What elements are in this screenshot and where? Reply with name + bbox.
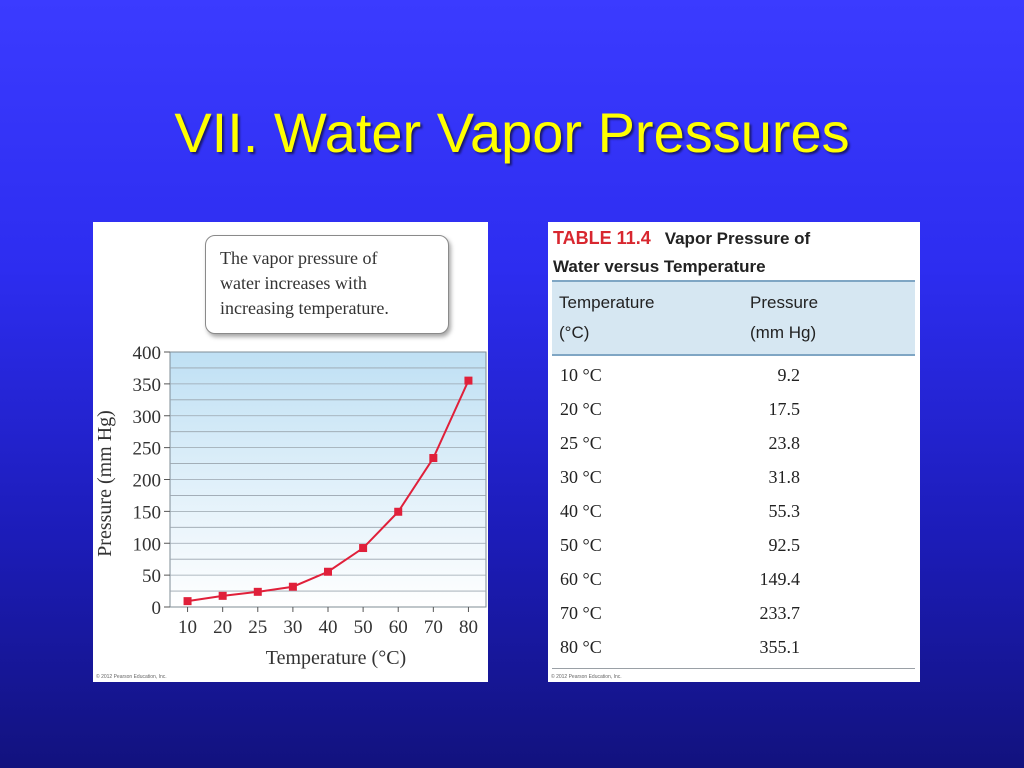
cell-temperature: 20 °C xyxy=(560,399,602,419)
table-row: 20 °C 17.5 xyxy=(552,395,915,429)
table-caption-line2: Water versus Temperature xyxy=(553,257,766,276)
cell-pressure: 23.8 xyxy=(768,433,801,453)
x-tick-label: 40 xyxy=(319,617,338,638)
data-point xyxy=(464,376,473,385)
cell-temperature: 40 °C xyxy=(560,501,602,521)
y-tick-label: 200 xyxy=(133,471,162,492)
cell-temperature: 30 °C xyxy=(560,467,602,487)
column-header-temperature: Temperature (°C) xyxy=(559,293,655,342)
table-bottom-rule xyxy=(552,668,915,669)
slide-title: VII. Water Vapor Pressures xyxy=(174,101,850,164)
data-point xyxy=(218,591,227,600)
callout-line: increasing temperature. xyxy=(220,298,389,318)
cell-pressure: 9.2 xyxy=(777,365,801,385)
chart-panel: The vapor pressure of water increases wi… xyxy=(93,222,488,682)
table-row: 80 °C 355.1 xyxy=(552,633,915,667)
cell-pressure: 31.8 xyxy=(768,467,801,487)
table-caption: TABLE 11.4 Vapor Pressure of Water versus… xyxy=(553,224,810,281)
y-tick-label: 50 xyxy=(142,566,161,587)
x-tick-label: 70 xyxy=(424,617,443,638)
copyright-text: © 2012 Pearson Education, Inc. xyxy=(551,674,622,680)
table-row: 30 °C 31.8 xyxy=(552,463,915,497)
table-label: TABLE 11.4 xyxy=(553,228,651,248)
cell-pressure: 17.5 xyxy=(768,399,801,419)
column-header-pressure: Pressure (mm Hg) xyxy=(750,293,819,342)
cell-pressure: 149.4 xyxy=(759,569,801,589)
x-tick-label: 60 xyxy=(389,617,408,638)
table-row: 10 °C 9.2 xyxy=(552,361,915,395)
table-row: 50 °C 92.5 xyxy=(552,531,915,565)
data-point xyxy=(429,454,438,463)
y-tick-label: 250 xyxy=(133,439,162,460)
callout-line: water increases with xyxy=(220,273,367,293)
x-tick-label: 30 xyxy=(283,617,302,638)
table-row: 40 °C 55.3 xyxy=(552,497,915,531)
y-tick-label: 400 xyxy=(133,343,162,364)
table-row: 25 °C 23.8 xyxy=(552,429,915,463)
table-header: Temperature (°C) Pressure (mm Hg) xyxy=(552,280,915,356)
x-axis-label: Temperature (°C) xyxy=(266,647,406,669)
cell-temperature: 60 °C xyxy=(560,569,602,589)
y-tick-label: 100 xyxy=(133,534,162,555)
data-point xyxy=(288,582,297,591)
cell-temperature: 50 °C xyxy=(560,535,602,555)
vapor-pressure-chart: 0 50 100 150 200 250 300 350 400 10 20 25 30 40 50 60 70… xyxy=(94,343,487,669)
x-tick-label: 25 xyxy=(248,617,267,638)
y-tick-label: 350 xyxy=(133,375,162,396)
x-tick-label: 50 xyxy=(354,617,373,638)
y-axis-label: Pressure (mm Hg) xyxy=(94,410,116,557)
data-point xyxy=(253,587,262,596)
data-point xyxy=(394,507,403,516)
cell-temperature: 10 °C xyxy=(560,365,602,385)
table-body: 10 °C 9.2 20 °C 17.5 25 °C 23.8 30 °C 31.8 4… xyxy=(552,361,915,667)
table-panel: TABLE 11.4 Vapor Pressure of Water versus… xyxy=(548,222,920,682)
chart-callout: The vapor pressure of water increases wi… xyxy=(205,235,449,334)
data-point xyxy=(324,567,332,576)
cell-pressure: 92.5 xyxy=(768,535,801,555)
x-tick-label: 10 xyxy=(178,617,197,638)
y-tick-label: 0 xyxy=(152,598,162,619)
cell-pressure: 233.7 xyxy=(759,603,801,623)
table-row: 70 °C 233.7 xyxy=(552,599,915,633)
cell-pressure: 355.1 xyxy=(759,637,801,657)
y-tick-label: 150 xyxy=(133,502,162,523)
data-point xyxy=(359,544,368,553)
table-caption-line1: Vapor Pressure of xyxy=(664,229,811,248)
callout-line: The vapor pressure of xyxy=(220,248,378,268)
cell-temperature: 80 °C xyxy=(560,637,602,657)
cell-pressure: 55.3 xyxy=(768,501,801,521)
x-tick-label: 80 xyxy=(459,617,478,638)
cell-temperature: 25 °C xyxy=(560,433,602,453)
copyright-text: © 2012 Pearson Education, Inc. xyxy=(96,674,167,680)
y-tick-label: 300 xyxy=(133,407,162,428)
table-row: 60 °C 149.4 xyxy=(552,565,915,599)
cell-temperature: 70 °C xyxy=(560,603,602,623)
x-tick-label: 20 xyxy=(213,617,232,638)
data-point xyxy=(183,597,192,606)
